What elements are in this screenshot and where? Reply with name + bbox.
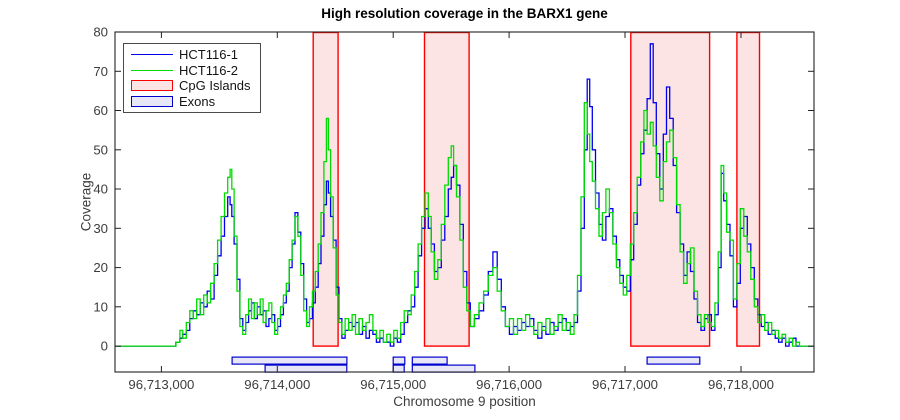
y-axis-label: Coverage: [78, 172, 94, 232]
legend-swatch-patch: [131, 95, 173, 107]
legend-entry: HCT116-2: [131, 63, 251, 79]
y-tick-label: 50: [93, 142, 108, 157]
y-tick-label: 10: [93, 299, 108, 314]
x-axis-label: Chromosome 9 position: [393, 394, 536, 409]
legend-label: HCT116-1: [179, 47, 239, 63]
legend-label: Exons: [179, 93, 216, 109]
y-tick-label: 30: [93, 221, 108, 236]
legend-swatch-line: [131, 69, 173, 71]
cpg-island-region: [423, 31, 470, 347]
legend-label: CpG Islands: [179, 78, 251, 94]
x-tick-label: 96,713,000: [128, 377, 194, 392]
x-tick-label: 96,718,000: [708, 377, 774, 392]
x-tick-label: 96,714,000: [244, 377, 310, 392]
legend-swatch-patch: [131, 80, 173, 92]
legend-label: HCT116-2: [179, 62, 239, 78]
legend-swatch-line: [131, 54, 173, 56]
cpg-island-region: [312, 31, 339, 347]
chart-title: High resolution coverage in the BARX1 ge…: [321, 6, 608, 21]
y-tick-label: 40: [93, 182, 108, 197]
exon-bar-row1: [231, 356, 348, 365]
y-tick-label: 20: [93, 260, 108, 275]
exon-bar-row1: [646, 356, 701, 365]
legend-entry: HCT116-1: [131, 47, 251, 63]
legend-entry: Exons: [131, 94, 251, 110]
y-tick-label: 80: [93, 25, 108, 40]
legend: HCT116-1 HCT116-2 CpG Islands Exons: [123, 43, 261, 113]
y-tick-label: 60: [93, 103, 108, 118]
legend-entry: CpG Islands: [131, 78, 251, 94]
x-tick-label: 96,715,000: [360, 377, 426, 392]
exon-bar-row2: [392, 364, 405, 373]
y-tick-label: 70: [93, 64, 108, 79]
axes-box: [114, 31, 815, 373]
y-tick-label: 0: [101, 339, 108, 354]
exon-bar-row2: [411, 364, 476, 373]
exon-bar-row1: [392, 356, 406, 365]
x-tick-label: 96,716,000: [476, 377, 542, 392]
series-line-HCT116-2: [115, 102, 814, 347]
x-tick-label: 96,717,000: [592, 377, 658, 392]
exon-bar-row1: [411, 356, 448, 365]
